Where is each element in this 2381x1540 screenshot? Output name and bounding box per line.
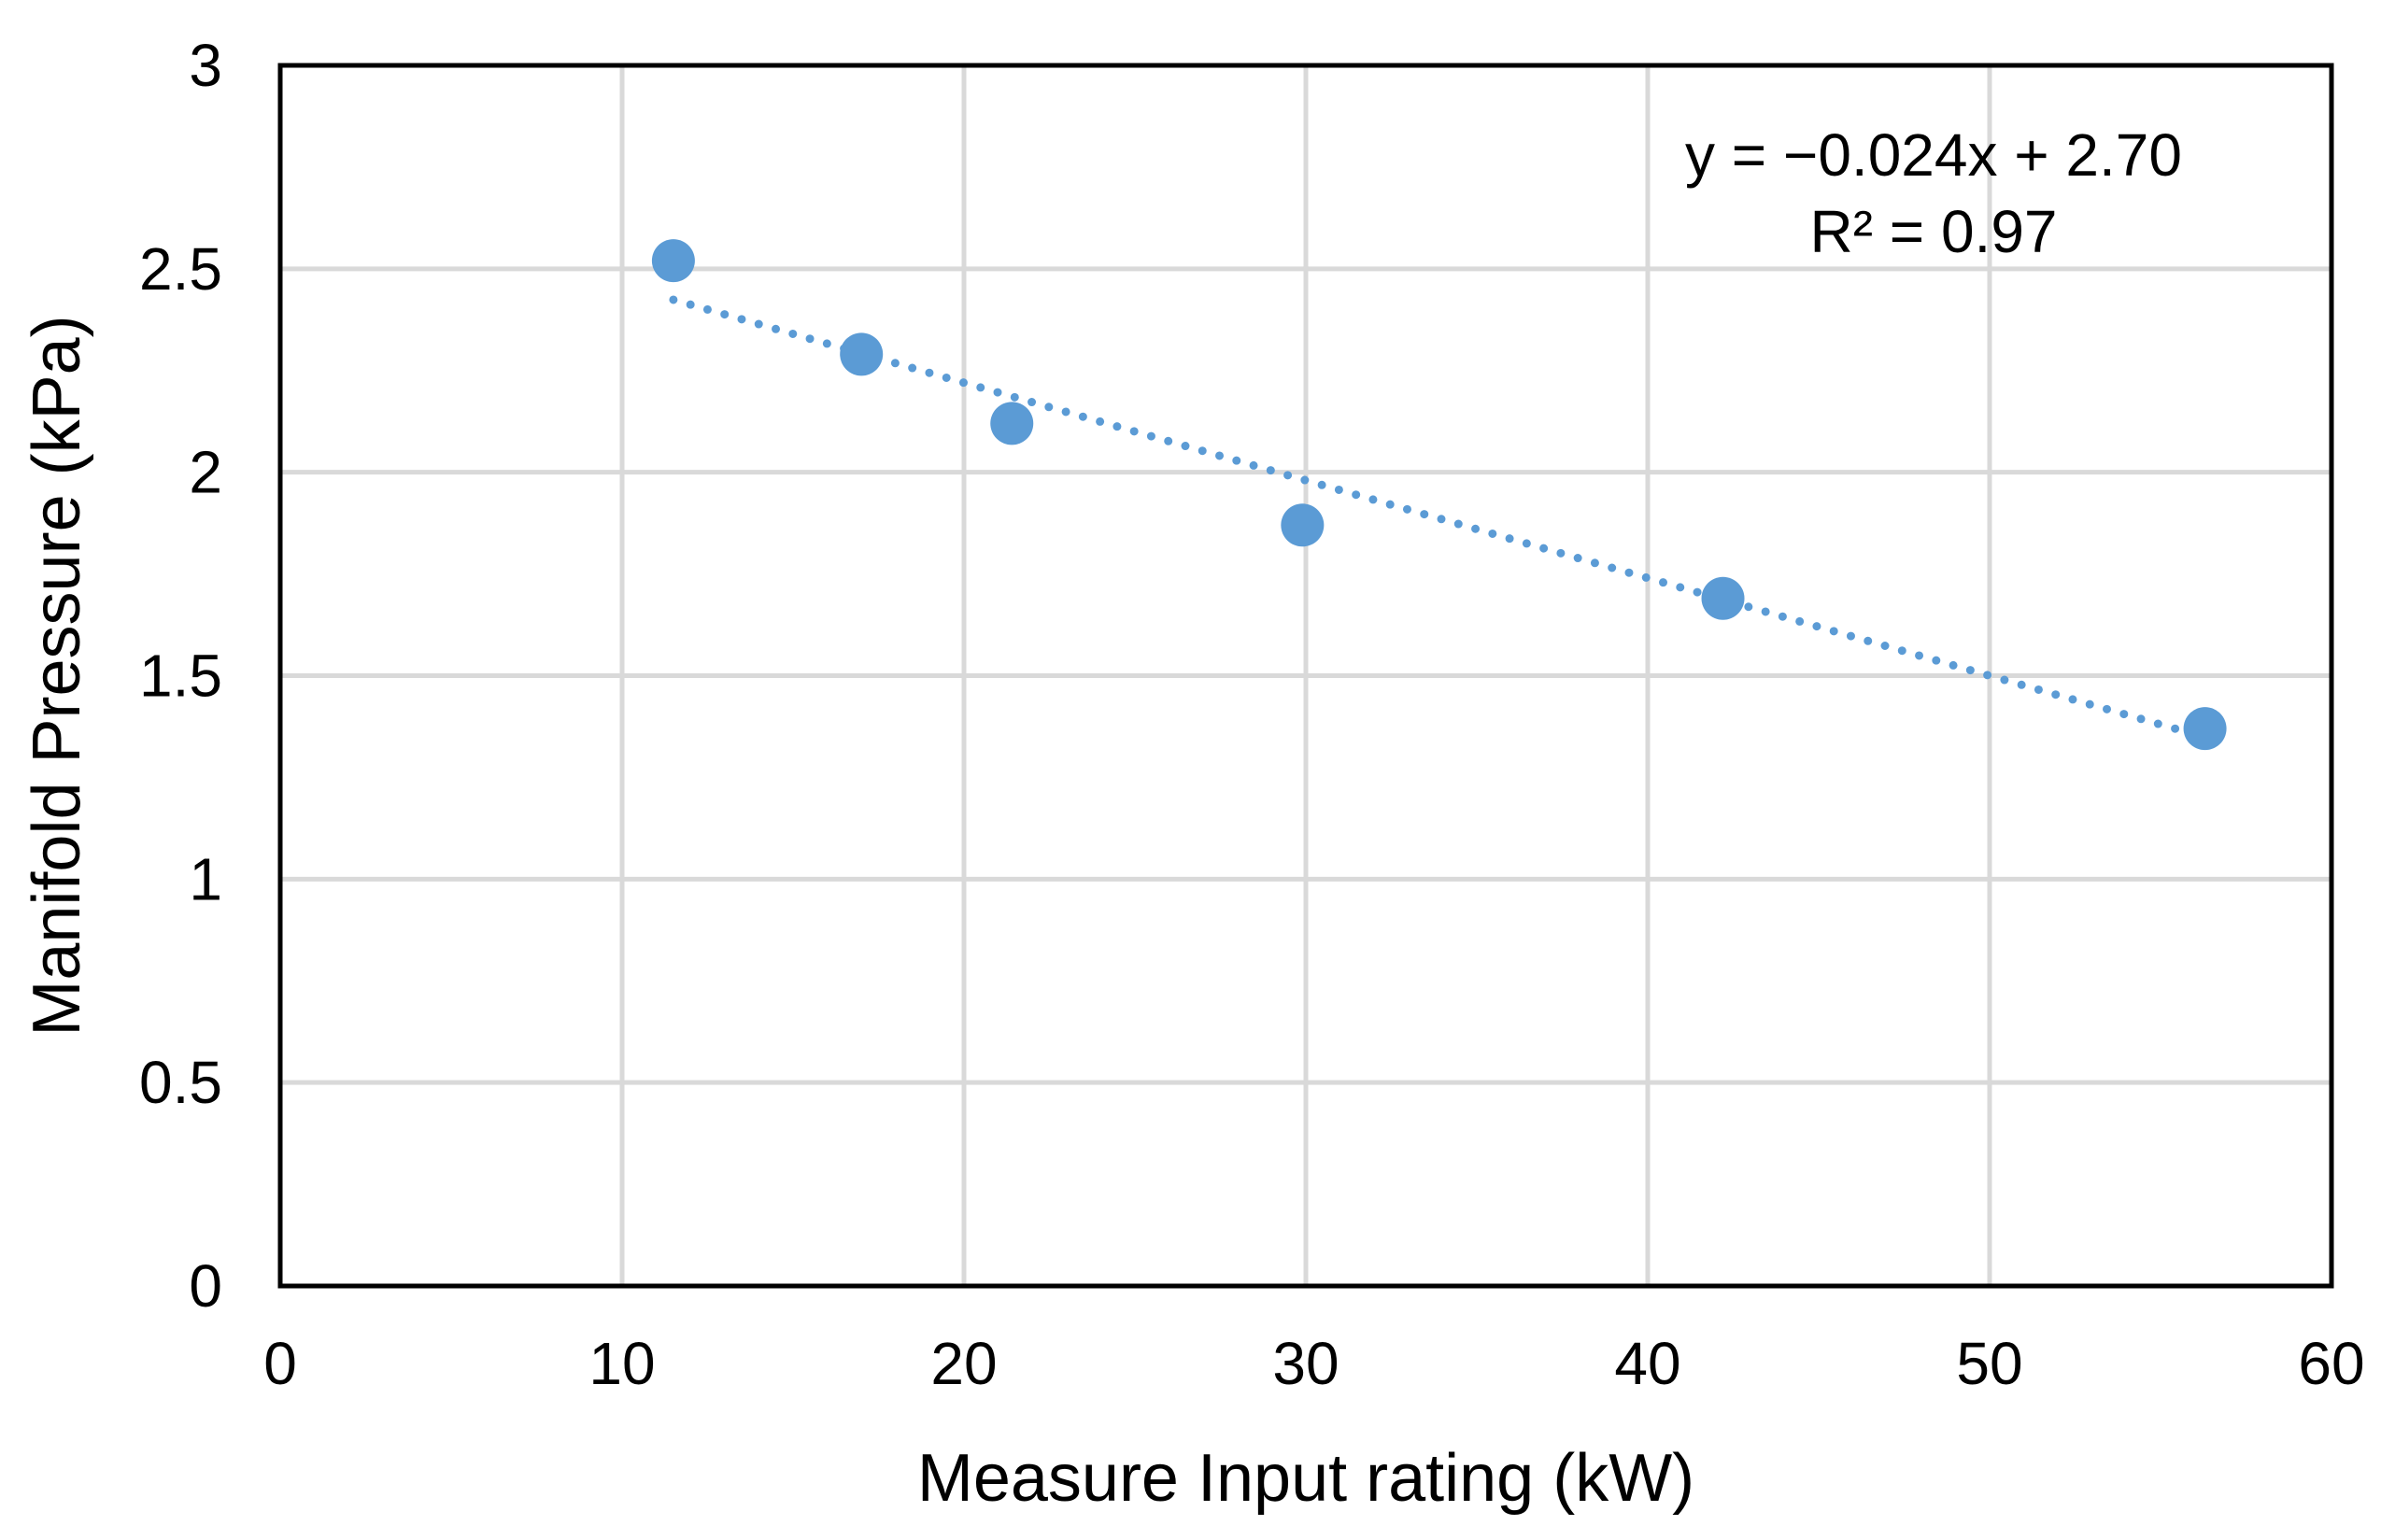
y-axis-title: Manifold Pressure (kPa) [20,315,94,1036]
x-tick-label: 10 [588,1330,655,1397]
trendline-equation: y = −0.024x + 2.70 [1685,121,2182,189]
y-tick-labels: 0 0.5 1 1.5 2 2.5 3 [139,32,222,1320]
x-tick-label: 60 [2298,1330,2364,1397]
trendline [669,295,2210,742]
trendline-group [669,295,2210,742]
x-tick-label: 20 [930,1330,997,1397]
y-tick-label: 0 [189,1252,222,1320]
y-tick-label: 3 [189,32,222,99]
x-tick-label: 0 [263,1330,297,1397]
data-point [990,402,1034,445]
y-tick-label: 1 [189,845,222,912]
y-tick-label: 0.5 [139,1049,222,1116]
x-tick-label: 50 [1956,1330,2022,1397]
data-points [651,239,2227,751]
x-tick-labels: 0 10 20 30 40 50 60 [263,1330,2364,1397]
x-axis-title: Measure Input rating (kW) [917,1441,1694,1516]
x-tick-label: 30 [1272,1330,1339,1397]
data-point [1281,503,1325,547]
data-point [840,332,884,376]
y-tick-label: 2.5 [139,235,222,303]
data-point [2183,707,2227,751]
trendline-r-squared: R² = 0.97 [1809,198,2057,265]
x-tick-label: 40 [1614,1330,1680,1397]
data-point [651,239,695,283]
data-point [1701,576,1745,620]
y-tick-label: 1.5 [139,643,222,710]
y-tick-label: 2 [189,439,222,506]
plot-area-border [277,63,2334,1289]
